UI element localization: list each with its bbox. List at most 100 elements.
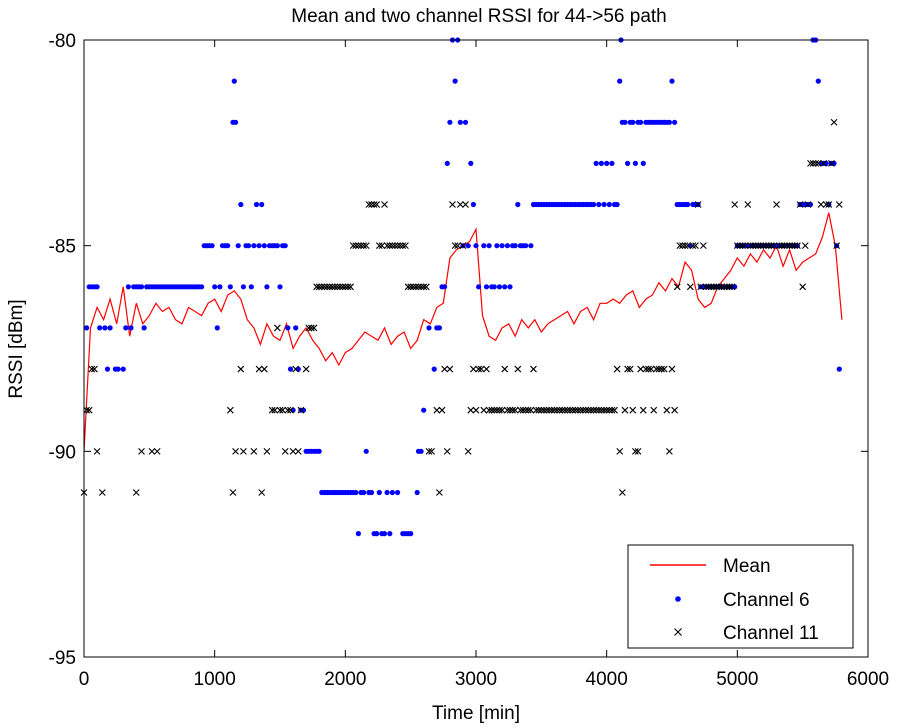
point-channel-11-193 [723,283,731,291]
x-axis-ticks: 0 1000 2000 3000 4000 5000 6000 [79,40,889,690]
point-channel-11-190 [715,283,723,291]
point-channel-6-131 [444,160,450,166]
point-channel-6-75 [285,325,291,331]
point-channel-11-129 [556,406,564,414]
point-channel-11-225 [807,160,814,167]
point-channel-6-130 [442,284,448,290]
point-channel-11-229 [817,201,825,208]
point-channel-6-58 [240,284,246,290]
point-channel-11-164 [647,365,655,373]
point-channel-6-134 [452,78,458,84]
point-channel-11-44 [331,283,339,291]
point-channel-6-101 [353,489,359,496]
point-channel-11-120 [532,406,540,414]
point-channel-11-106 [496,406,503,414]
point-channel-6-140 [468,160,474,166]
point-channel-11-226 [809,160,817,167]
point-channel-11-184 [699,242,707,250]
point-channel-6-201 [630,119,636,125]
point-channel-6-121 [414,489,420,496]
point-channel-11-51 [349,242,357,250]
point-channel-6-186 [593,160,599,166]
point-channel-6-124 [421,407,427,413]
point-channel-11-151 [613,365,621,373]
x-tick-label: 2000 [324,669,366,690]
point-channel-11-181 [692,242,699,250]
point-channel-6-52 [227,284,233,290]
point-channel-11-228 [814,160,822,167]
point-channel-11-149 [608,406,616,414]
point-channel-11-182 [694,201,702,208]
point-channel-11-83 [436,489,443,496]
point-channel-11-215 [780,242,788,250]
point-channel-11-112 [511,406,519,414]
point-channel-11-1 [83,406,91,414]
point-channel-11-233 [828,160,835,167]
point-channel-11-87 [446,365,454,373]
point-channel-6-190 [604,160,610,166]
point-channel-11-88 [449,201,456,208]
point-channel-6-144 [481,243,487,249]
point-channel-11-97 [472,406,480,414]
point-channel-11-222 [799,283,807,291]
point-channel-11-38 [315,283,323,291]
point-channel-11-60 [373,201,381,208]
point-channel-11-161 [639,406,647,414]
point-channel-6-199 [625,160,631,166]
point-channel-11-135 [571,406,579,414]
point-channel-11-46 [336,283,344,291]
point-channel-11-146 [600,406,608,414]
point-channel-11-209 [765,242,773,250]
point-channel-11-85 [441,365,449,373]
point-channel-6-76 [287,366,294,372]
point-channel-11-227 [812,160,820,167]
point-channel-11-105 [493,406,501,414]
point-channel-11-162 [642,365,650,373]
point-channel-6-51 [225,243,231,249]
legend-swatch-channel-6 [675,596,681,602]
point-channel-11-205 [754,242,762,250]
point-channel-11-103 [488,406,496,414]
point-channel-11-113 [514,365,522,373]
point-channel-6-216 [669,78,675,84]
point-channel-11-36 [310,324,318,332]
point-channel-6-139 [465,243,471,249]
x-tick-label: 0 [79,669,90,690]
point-channel-6-141 [470,201,476,208]
point-channel-11-192 [720,283,728,291]
point-channel-11-65 [386,242,394,250]
x-tick-label: 5000 [716,669,758,690]
point-channel-6-5 [97,325,103,331]
point-channel-11-81 [428,447,435,455]
point-channel-11-24 [276,406,284,414]
point-channel-11-115 [519,406,527,414]
point-channel-6-77 [290,407,296,413]
point-channel-11-19 [260,365,268,373]
point-channel-6-19 [141,325,147,331]
point-channel-11-66 [388,242,396,250]
point-channel-11-96 [469,365,477,373]
point-channel-11-212 [773,201,780,208]
point-channel-6-11 [120,366,126,372]
point-channel-6-7 [104,366,111,372]
point-channel-6-217 [672,119,678,125]
point-channel-11-100 [480,406,488,414]
point-channel-6-105 [363,448,369,454]
point-channel-6-198 [622,119,628,125]
point-channel-11-168 [658,365,665,373]
point-channel-6-138 [462,119,469,125]
point-channel-11-89 [451,242,459,250]
point-channel-11-136 [574,406,582,414]
y-tick-label: -85 [49,237,76,258]
point-channel-11-9 [148,447,156,455]
point-channel-11-12 [229,489,237,496]
point-channel-11-42 [326,283,334,291]
point-channel-11-34 [305,324,313,332]
point-channel-11-4 [91,365,98,373]
point-channel-11-127 [551,406,558,414]
legend-swatch-channel-11 [674,628,682,636]
x-tick-label: 3000 [455,669,497,690]
point-channel-6-60 [246,243,252,249]
point-channel-6-132 [447,119,453,125]
